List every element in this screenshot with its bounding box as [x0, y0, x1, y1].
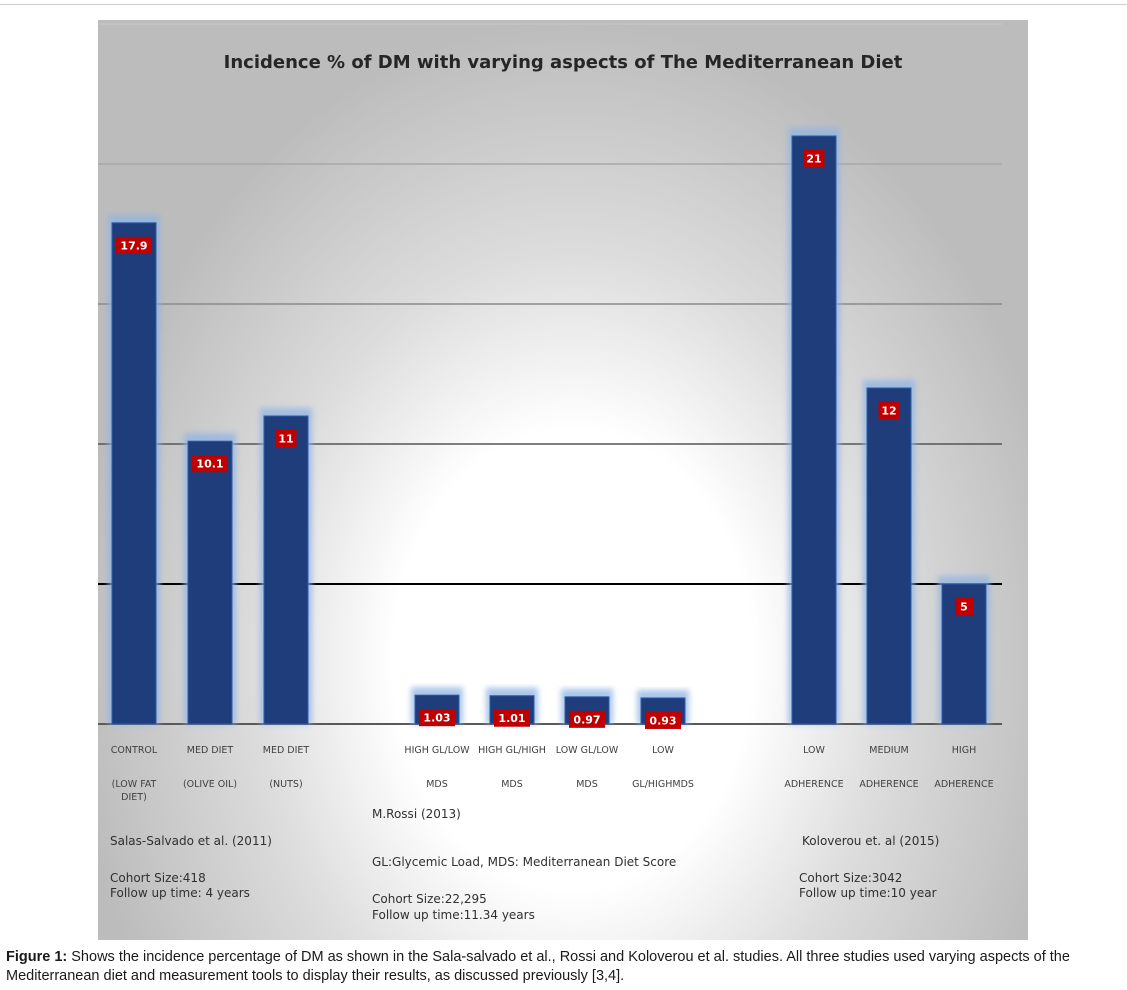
bar-8: [866, 387, 912, 725]
rossi-author: M.Rossi (2013): [372, 807, 461, 821]
top-rule: [0, 4, 1127, 5]
category-label-5-1: MDS: [576, 779, 598, 790]
data-labels: 17.9 10.1 11 1.03 1.01 0.97 0.93 21 12 5: [116, 150, 973, 729]
bar-2: [263, 415, 309, 725]
kolo-cohort: Cohort Size:3042: [799, 871, 903, 885]
category-label-8-1: ADHERENCE: [859, 779, 918, 790]
chart-title: Incidence % of DM with varying aspects o…: [223, 52, 903, 73]
chart-panel: Incidence % of DM with varying aspects o…: [98, 20, 1028, 940]
data-label-8: 12: [881, 405, 896, 418]
category-labels: CONTROL (LOW FAT DIET) MED DIET (OLIVE OIL) M…: [111, 745, 994, 803]
caption-text: Shows the incidence percentage of DM as …: [6, 949, 1070, 984]
caption-label: Figure 1:: [6, 949, 68, 965]
data-label-0: 17.9: [120, 239, 147, 252]
data-label-box-8: [878, 402, 900, 419]
category-label-6-1: GL/HIGHMDS: [632, 779, 694, 790]
kolo-follow: Follow up time:10 year: [799, 886, 937, 900]
data-label-2: 11: [278, 433, 293, 446]
category-label-3-0: HIGH GL/LOW: [404, 745, 470, 756]
category-label-0-1: (LOW FAT: [112, 779, 157, 790]
category-label-6-0: LOW: [652, 745, 674, 756]
category-label-1-1: (OLIVE OIL): [183, 779, 237, 790]
data-label-6: 0.93: [649, 714, 676, 727]
data-label-box-2: [275, 430, 297, 447]
data-label-1: 10.1: [196, 458, 223, 471]
bar-1: [187, 440, 233, 725]
data-label-box-4: [494, 709, 530, 727]
salas-follow: Follow up time: 4 years: [110, 886, 250, 900]
data-label-box-6: [645, 711, 681, 729]
data-label-4: 1.01: [498, 712, 525, 725]
category-label-5-0: LOW GL/LOW: [556, 745, 619, 756]
rossi-follow: Follow up time:11.34 years: [372, 908, 535, 922]
data-label-5: 0.97: [573, 713, 600, 726]
data-label-box-9: [955, 598, 973, 615]
data-label-box-0: [116, 236, 152, 254]
kolo-author: Koloverou et. al (2015): [802, 834, 940, 848]
category-label-2-1: (NUTS): [269, 779, 302, 790]
category-label-3-1: MDS: [426, 779, 448, 790]
bar-7: [791, 135, 837, 725]
category-label-4-0: HIGH GL/HIGH: [478, 745, 546, 756]
salas-author: Salas-Salvado et al. (2011): [110, 834, 272, 848]
category-label-1-0: MED DIET: [187, 745, 234, 756]
category-label-0-0: CONTROL: [111, 745, 158, 756]
rossi-cohort: Cohort Size:22,295: [372, 892, 487, 906]
bar-0: [111, 222, 157, 725]
data-label-box-1: [192, 455, 228, 473]
salas-cohort: Cohort Size:418: [110, 871, 206, 885]
category-label-9-1: ADHERENCE: [934, 779, 993, 790]
category-label-7-0: LOW: [803, 745, 825, 756]
category-label-9-0: HIGH: [952, 745, 976, 756]
category-label-7-1: ADHERENCE: [784, 779, 843, 790]
figure-caption: Figure 1: Shows the incidence percentage…: [6, 948, 1121, 986]
category-label-4-1: MDS: [501, 779, 523, 790]
rossi-defs: GL:Glycemic Load, MDS: Mediterranean Die…: [372, 855, 677, 869]
category-label-8-0: MEDIUM: [869, 745, 908, 756]
data-label-box-3: [419, 709, 455, 727]
data-label-box-7: [803, 150, 825, 167]
category-label-0-2: DIET): [121, 792, 147, 803]
bars: [108, 128, 990, 725]
data-label-9: 5: [960, 601, 968, 614]
category-label-2-0: MED DIET: [263, 745, 310, 756]
data-label-box-5: [569, 710, 605, 728]
data-label-7: 21: [806, 153, 821, 166]
gridlines: [98, 23, 1002, 725]
chart-plot: 17.9 10.1 11 1.03 1.01 0.97 0.93 21 12 5 CONTROL (…: [98, 23, 1002, 803]
data-label-3: 1.03: [423, 712, 450, 725]
